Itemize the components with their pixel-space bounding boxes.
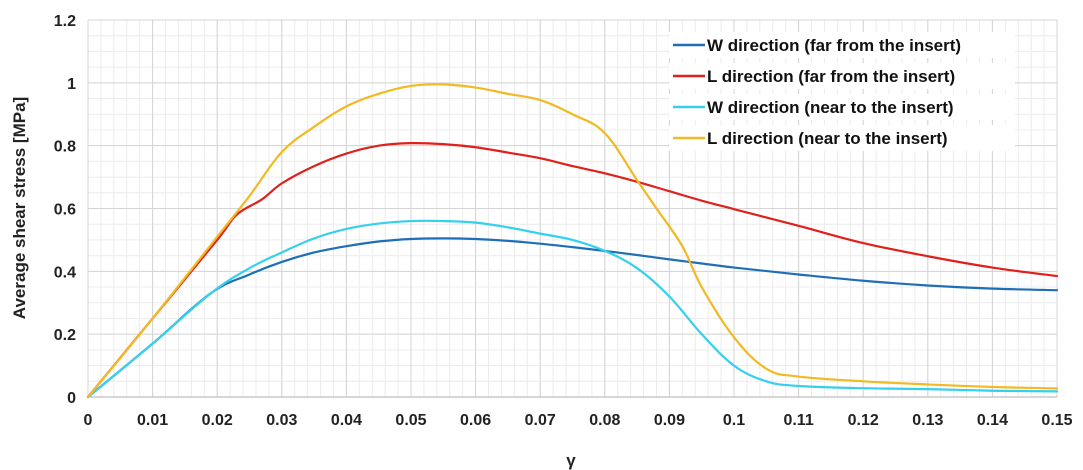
- x-tick-label: 0.04: [331, 412, 362, 429]
- series-lines: [86, 83, 1059, 399]
- y-axis-title: Average shear stress [MPa]: [10, 97, 29, 319]
- x-tick-label: 0.14: [977, 412, 1008, 429]
- legend-background: [669, 63, 1015, 89]
- series-line-w-far: [86, 237, 1059, 399]
- legend: W direction (far from the insert) L direc…: [669, 32, 1015, 151]
- y-tick-label: 0: [67, 390, 76, 407]
- x-tick-label: 0.13: [912, 412, 943, 429]
- x-tick-label: 0.11: [783, 412, 813, 429]
- y-tick-label: 0.4: [54, 264, 76, 281]
- x-tick-label: 0.01: [137, 412, 168, 429]
- y-tick-label: 1: [67, 76, 76, 93]
- legend-background: [669, 32, 1015, 58]
- y-tick-label: 0.6: [54, 202, 76, 219]
- series-line-l-near: [86, 83, 1059, 399]
- x-tick-label: 0.12: [848, 412, 879, 429]
- x-tick-label: 0.03: [266, 412, 297, 429]
- x-tick-label: 0.07: [525, 412, 556, 429]
- x-tick-label: 0.09: [654, 412, 685, 429]
- y-tick-labels: 0 0.2 0.4 0.6 0.8 1 1.2: [54, 13, 76, 407]
- x-tick-label: 0.08: [589, 412, 620, 429]
- legend-item-l-near: L direction (near to the insert): [707, 129, 948, 148]
- legend-item-w-far: W direction (far from the insert): [707, 36, 961, 55]
- legend-item-w-near: W direction (near to the insert): [707, 98, 954, 117]
- legend-item-l-far: L direction (far from the insert): [707, 67, 955, 86]
- y-tick-label: 1.2: [54, 13, 76, 30]
- x-tick-label: 0.06: [460, 412, 491, 429]
- x-axis-title: γ: [566, 451, 576, 470]
- y-tick-label: 0.2: [54, 327, 76, 344]
- x-tick-label: 0.05: [395, 412, 426, 429]
- legend-background: [669, 125, 1015, 151]
- x-tick-label: 0.02: [202, 412, 233, 429]
- x-tick-labels: 0 0.01 0.02 0.03 0.04 0.05 0.06 0.07 0.08 0.09 0.1…: [84, 412, 1073, 429]
- series-line-l-far: [86, 141, 1059, 399]
- legend-background: [669, 94, 1015, 120]
- series-line-w-near: [86, 219, 1059, 399]
- y-tick-label: 0.8: [54, 139, 76, 156]
- major-gridlines: [87, 19, 1058, 398]
- x-tick-label: 0.1: [723, 412, 745, 429]
- x-tick-label: 0: [84, 412, 93, 429]
- x-tick-label: 0.15: [1041, 412, 1072, 429]
